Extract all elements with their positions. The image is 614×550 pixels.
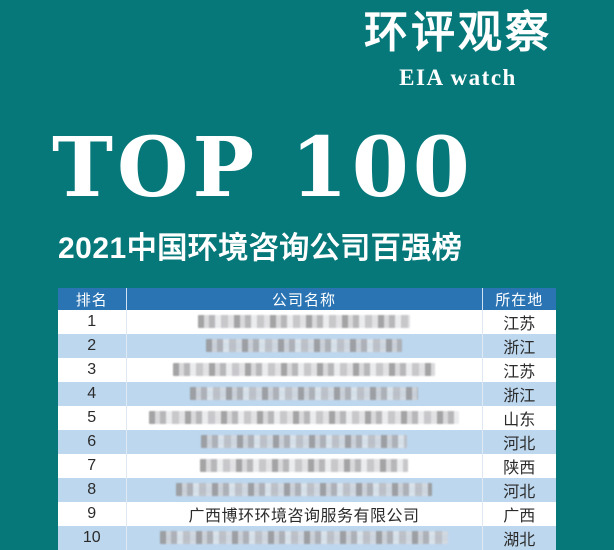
brand-block: 环评观察 EIA watch <box>348 6 568 92</box>
cell-location: 河北 <box>481 478 556 502</box>
redacted-company-name <box>176 483 432 497</box>
cell-rank: 2 <box>58 334 127 358</box>
column-header-rank: 排名 <box>58 288 127 310</box>
table-row[interactable]: 9 广西博环环境咨询服务有限公司 广西 <box>58 502 556 526</box>
cell-location: 浙江 <box>481 382 556 406</box>
cell-location: 陕西 <box>481 454 556 478</box>
cell-company-name: 广西博环环境咨询服务有限公司 <box>126 502 482 526</box>
redacted-company-name <box>149 411 459 425</box>
cell-location: 山东 <box>481 406 556 430</box>
page-subtitle: 2021中国环境咨询公司百强榜 <box>58 232 463 265</box>
page-title: TOP 100 <box>52 120 474 216</box>
brand-name-english: EIA watch <box>399 64 517 90</box>
table-row[interactable]: 3 江苏 <box>58 358 556 382</box>
table-row[interactable]: 8 河北 <box>58 478 556 502</box>
cell-rank: 6 <box>58 430 127 454</box>
column-header-location: 所在地 <box>481 288 556 310</box>
cell-rank: 4 <box>58 382 127 406</box>
cell-rank: 7 <box>58 454 127 478</box>
cell-rank: 8 <box>58 478 127 502</box>
table-row[interactable]: 6 河北 <box>58 430 556 454</box>
table-row[interactable]: 4 浙江 <box>58 382 556 406</box>
cell-company-name <box>126 526 482 550</box>
redacted-company-name <box>190 387 418 401</box>
table-header: 排名 公司名称 所在地 <box>58 288 556 310</box>
table-row[interactable]: 5 山东 <box>58 406 556 430</box>
column-header-company: 公司名称 <box>126 288 482 310</box>
cell-rank: 5 <box>58 406 127 430</box>
redacted-company-name <box>206 339 402 353</box>
table-row[interactable]: 7 陕西 <box>58 454 556 478</box>
brand-name-chinese: 环评观察 <box>364 8 552 57</box>
cell-company-name <box>126 478 482 502</box>
cell-location: 广西 <box>481 502 556 526</box>
redacted-company-name <box>201 435 407 449</box>
ranking-table: 排名 公司名称 所在地 1 江苏 2 浙江 3 江苏 4 浙江 5 山东 6 河北 7 陕西 8 河北 9 广西博… <box>58 288 556 550</box>
cell-location: 浙江 <box>481 334 556 358</box>
redacted-company-name <box>200 459 408 473</box>
cell-company-name <box>126 430 482 454</box>
cell-location: 河北 <box>481 430 556 454</box>
cell-location: 湖北 <box>481 526 556 550</box>
table-row[interactable]: 1 江苏 <box>58 310 556 334</box>
cell-company-name <box>126 310 482 334</box>
redacted-company-name <box>160 531 448 545</box>
cell-rank: 3 <box>58 358 127 382</box>
cell-company-name <box>126 358 482 382</box>
cell-company-name <box>126 334 482 358</box>
cell-location: 江苏 <box>481 358 556 382</box>
cell-company-name <box>126 382 482 406</box>
table-body: 1 江苏 2 浙江 3 江苏 4 浙江 5 山东 6 河北 7 陕西 8 河北 9 广西博环环境咨询服务有限公司 广… <box>58 310 556 550</box>
redacted-company-name <box>198 315 410 329</box>
cell-rank: 10 <box>58 526 127 550</box>
table-header-row: 排名 公司名称 所在地 <box>58 288 556 310</box>
table-row[interactable]: 2 浙江 <box>58 334 556 358</box>
cell-company-name <box>126 454 482 478</box>
cell-company-name <box>126 406 482 430</box>
cell-rank: 9 <box>58 502 127 526</box>
cell-rank: 1 <box>58 310 127 334</box>
cell-location: 江苏 <box>481 310 556 334</box>
table-row[interactable]: 10 湖北 <box>58 526 556 550</box>
redacted-company-name <box>173 363 435 377</box>
company-name-text: 广西博环环境咨询服务有限公司 <box>188 508 420 525</box>
